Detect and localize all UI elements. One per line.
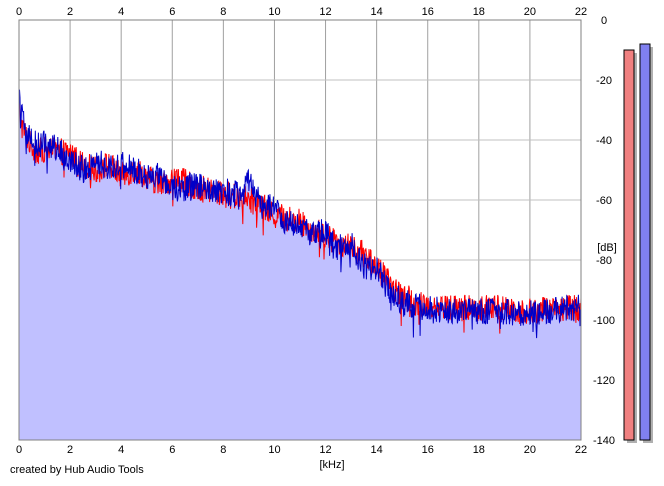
level-meters (623, 43, 653, 443)
x-tick-label-bottom: 14 (371, 444, 383, 456)
x-tick-label-bottom: 4 (118, 444, 124, 456)
x-tick-label-top: 16 (422, 6, 434, 18)
x-tick-label-top: 20 (524, 6, 536, 18)
x-tick-label-top: 6 (169, 6, 175, 18)
x-tick-label-top: 8 (220, 6, 226, 18)
y-tick-label: -100 (593, 315, 615, 327)
x-tick-label-top: 4 (118, 6, 124, 18)
level-meter-right (639, 43, 651, 441)
x-tick-label-top: 22 (575, 6, 587, 18)
x-tick-label-bottom: 0 (16, 444, 22, 456)
y-tick-label: -20 (596, 75, 612, 87)
plot-border (18, 19, 582, 441)
x-tick-label-bottom: 10 (268, 444, 280, 456)
spectrum-fill-area (19, 89, 581, 440)
x-tick-label-bottom: 22 (575, 444, 587, 456)
y-tick-label: -120 (593, 375, 615, 387)
x-tick-label-bottom: 6 (169, 444, 175, 456)
y-tick-label: -140 (593, 435, 615, 447)
x-tick-label-bottom: 2 (67, 444, 73, 456)
x-tick-labels-top: 0 2 4 6 8 10 12 14 16 18 20 22 (16, 6, 587, 18)
y-tick-label: -40 (596, 135, 612, 147)
series-line-2 (18, 89, 582, 339)
x-tick-label-top: 2 (67, 6, 73, 18)
x-tick-label-bottom: 8 (220, 444, 226, 456)
level-meter-left (623, 49, 635, 441)
credit-text: created by Hub Audio Tools (10, 464, 144, 476)
x-tick-label-top: 18 (473, 6, 485, 18)
x-axis-label: [kHz] (319, 459, 344, 471)
x-tick-label-bottom: 12 (319, 444, 331, 456)
x-tick-label-top: 12 (319, 6, 331, 18)
x-tick-label-bottom: 16 (422, 444, 434, 456)
y-tick-label: 0 (601, 15, 607, 27)
x-tick-label-top: 10 (268, 6, 280, 18)
series-group (18, 89, 582, 339)
x-tick-label-bottom: 20 (524, 444, 536, 456)
y-tick-labels: 0 -20 -40 -60 -80 -100 -120 -140 (593, 15, 615, 447)
y-tick-label: -80 (596, 255, 612, 267)
x-tick-labels-bottom: 0 2 4 6 8 10 12 14 16 18 20 22 (16, 444, 587, 456)
x-tick-label-bottom: 18 (473, 444, 485, 456)
x-tick-label-top: 14 (371, 6, 383, 18)
y-axis-label: [dB] (597, 242, 617, 254)
y-tick-label: -60 (596, 195, 612, 207)
x-tick-label-top: 0 (16, 6, 22, 18)
